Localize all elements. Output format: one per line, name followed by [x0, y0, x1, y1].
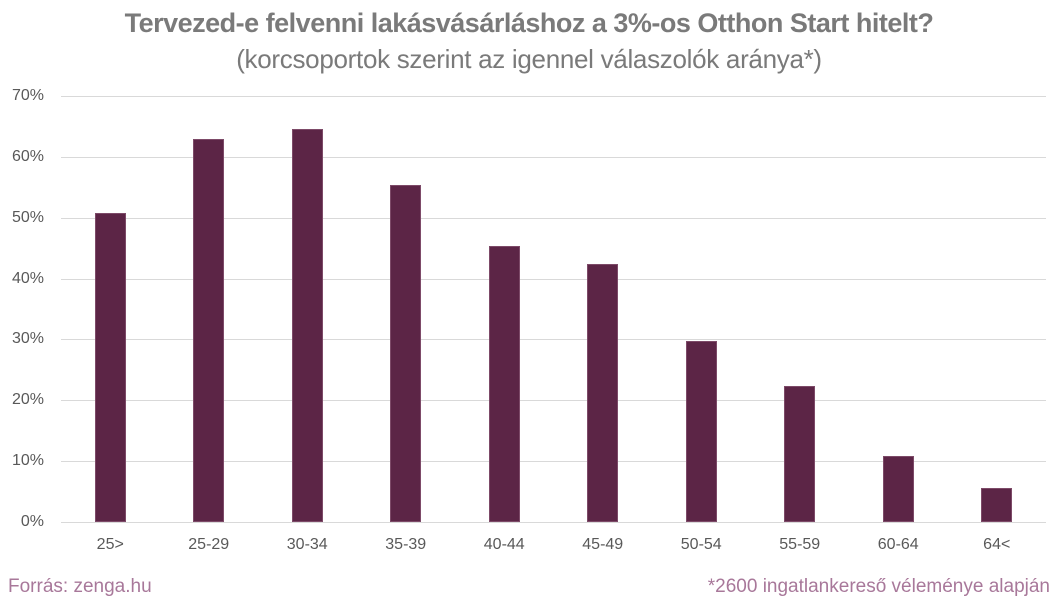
y-tick-label: 60%: [11, 147, 44, 165]
bar-35-39: [390, 184, 422, 522]
bar-30-34: [291, 128, 323, 522]
bar-50-54: [685, 341, 717, 522]
gridline: [61, 400, 1046, 402]
footnote-label: *2600 ingatlankereső véleménye alapján: [707, 576, 1050, 597]
x-tick-label: 40-44: [483, 536, 525, 553]
bar-64<: [981, 487, 1013, 522]
bar-45-49: [587, 263, 619, 522]
x-tick-label: 35-39: [385, 536, 427, 553]
gridline: [61, 217, 1046, 219]
y-tick-label: 10%: [11, 452, 44, 470]
x-tick-label: 50-54: [680, 536, 722, 553]
y-tick-label: 30%: [11, 330, 44, 348]
x-tick-label: 30-34: [286, 536, 328, 553]
x-tick-label: 45-49: [582, 536, 624, 553]
chart-subtitle: (korcsoportok szerint az igennel válaszo…: [236, 44, 822, 74]
bar-25-29: [193, 139, 225, 522]
y-tick-label: 50%: [11, 208, 44, 226]
chart-title: Tervezed-e felvenni lakásvásárláshoz a 3…: [124, 8, 934, 38]
x-tick-label: 55-59: [779, 536, 821, 553]
bar-60-64: [882, 456, 914, 522]
x-tick-label: 60-64: [877, 536, 919, 553]
source-label: Forrás: zenga.hu: [8, 576, 152, 597]
gridline: [61, 339, 1046, 341]
y-tick-label: 70%: [11, 87, 44, 104]
plot-area: [61, 96, 1046, 523]
gridline: [61, 156, 1046, 158]
y-tick-label: 20%: [11, 391, 44, 409]
bar-25>: [94, 212, 126, 522]
x-tick-label: 25>: [96, 536, 124, 553]
x-tick-label: 25-29: [188, 536, 230, 553]
bar-55-59: [784, 386, 816, 522]
gridline: [61, 278, 1046, 280]
y-tick-label: 0%: [20, 513, 44, 530]
bar-40-44: [488, 246, 520, 522]
gridline: [61, 522, 1046, 523]
gridline: [61, 96, 1046, 97]
gridline: [61, 461, 1046, 463]
x-tick-label: 64<: [983, 536, 1011, 553]
y-tick-label: 40%: [11, 269, 44, 287]
